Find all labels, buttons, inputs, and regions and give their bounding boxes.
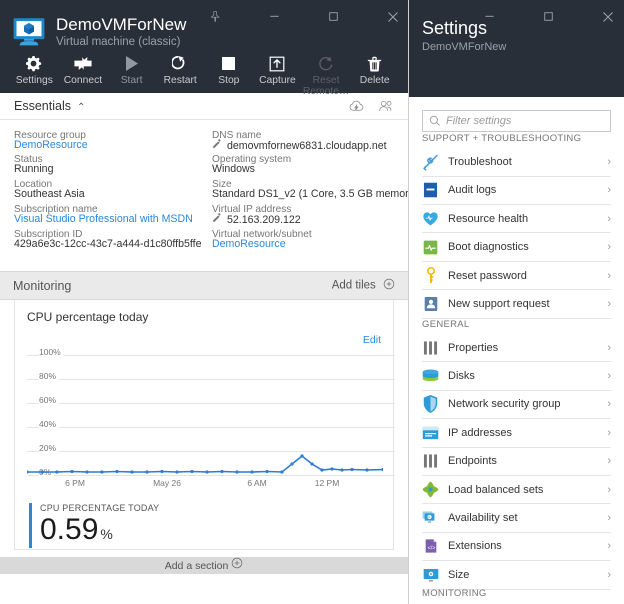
svg-text:</>: </> bbox=[427, 546, 435, 552]
